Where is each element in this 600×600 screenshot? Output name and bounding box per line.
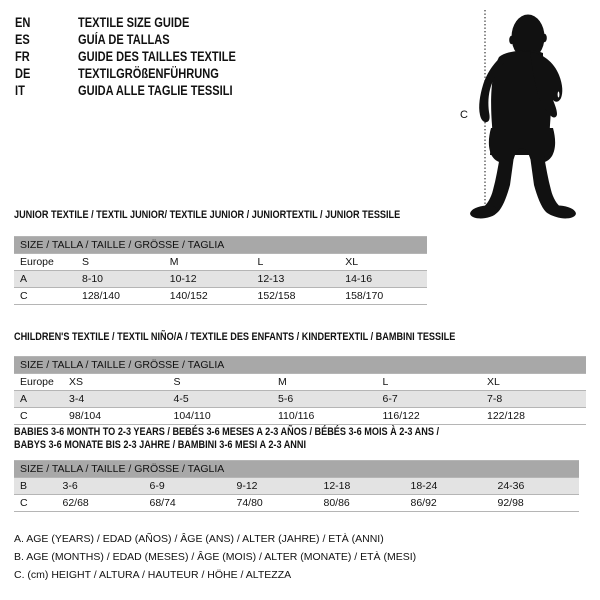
svg-text:C: C: [460, 109, 468, 121]
